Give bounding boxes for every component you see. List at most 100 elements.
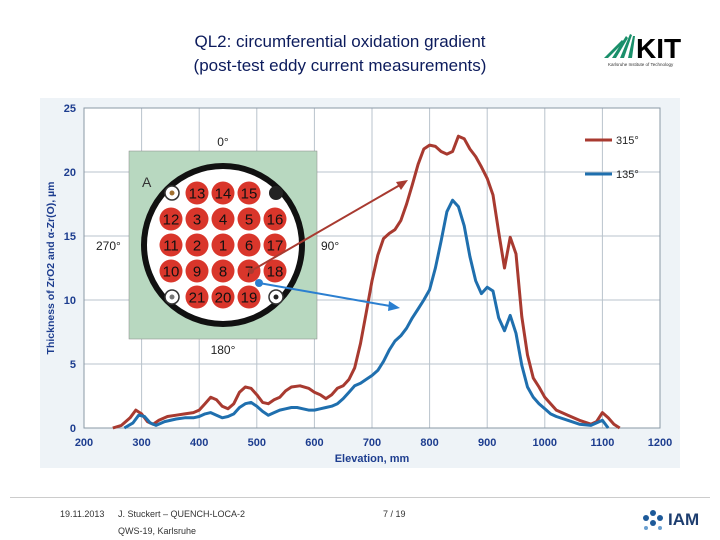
plot-border [83,107,661,429]
kit-logo-icon [604,34,635,58]
y-tick-label: 10 [64,295,76,307]
kit-logo-text: KIT [636,33,681,64]
title-line-1: QL2: circumferential oxidation gradient [194,32,486,51]
bundle-rod [185,233,209,257]
axes: 200 300 400 500 600 700 800 900 1000 1100 12000510… [64,103,672,449]
bundle-rod [237,285,261,309]
angle-label-bottom: 180° [211,343,236,357]
y-axis-label: Thickness of ZrO2 and α-Zr(O), µm [45,182,57,355]
angle-label-top: 0° [217,135,229,149]
bundle-rod-label: 15 [241,186,258,203]
angle-label-right: 90° [321,239,339,253]
x-tick-label: 400 [190,437,208,449]
bundle-rod [185,207,209,231]
y-tick-label: 5 [70,359,76,371]
bundle-rod [211,207,235,231]
arrow-315-head [396,180,408,190]
kit-logo-subtitle: Karlsruhe Institute of Technology [608,62,674,67]
x-tick-label: 1000 [533,437,557,449]
bundle-rod [159,207,183,231]
bundle-rod [211,285,235,309]
arrow-135-head [388,301,400,311]
bundle-rod-label: 11 [163,238,179,255]
x-tick-label: 200 [75,437,93,449]
bundle-rod [159,259,183,283]
bundle-rod [263,207,287,231]
x-tick-label: 500 [248,437,266,449]
bundle-rod [159,233,183,257]
bundle-rod-label: 16 [267,212,284,229]
kit-logo: KIT Karlsruhe Institute of Technology [604,33,681,67]
bundle-rod-label: 12 [163,212,180,229]
bundle-rod-label: 1 [219,238,227,255]
bundle-rod-label: 18 [267,264,284,281]
bundle-rod-label: 5 [245,212,253,229]
footer-author: J. Stuckert – QUENCH-LOCA-2 [118,509,246,519]
bundle-rod-label: 9 [193,264,201,281]
series-lines [112,134,621,430]
legend: 315° 135° [585,135,639,181]
bundle-rod-label: 17 [267,238,284,255]
footer-event: QWS-19, Karlsruhe [118,526,197,536]
bundle-rod-label: 3 [193,212,201,229]
series-line-2 [123,198,610,430]
bundle-rod [185,181,209,205]
x-tick-label: 1100 [590,437,614,449]
bundle-rod [211,233,235,257]
arrow-135 [258,282,391,307]
title-line-2: (post-test eddy current measurements) [193,56,487,75]
bundle-rod-label: 21 [189,290,206,307]
series-line-1 [112,134,621,430]
y-tick-label: 15 [64,231,76,243]
corner-rod-top-right [269,186,283,200]
bundle-rod [185,285,209,309]
oxidation-chart: 200 300 400 500 600 700 800 900 1000 1100 12000510… [45,103,672,465]
measurement-arrows [248,180,408,311]
iam-logo-text: IAM [668,510,699,529]
bundle-rod [263,259,287,283]
legend-label-1: 315° [616,135,639,147]
x-tick-label: 900 [478,437,496,449]
bundle-rod-label: 10 [163,264,180,281]
bundle-rods: 131415123451611216171098718212019 [159,181,287,309]
iam-logo-icon [643,510,663,530]
iam-logo: IAM [643,510,699,530]
x-tick-label: 300 [132,437,150,449]
bundle-rod [263,233,287,257]
angle-label-left: 270° [96,239,121,253]
bundle-rod-label: 19 [241,290,258,307]
arrow-315-origin [248,268,254,274]
x-tick-label: 600 [305,437,323,449]
arrow-315 [250,184,401,272]
y-tick-label: 25 [64,103,76,115]
x-tick-label: 800 [420,437,438,449]
x-tick-label: 1200 [648,437,672,449]
bundle-rod [237,233,261,257]
bundle-rod-label: 2 [193,238,201,255]
bundle-cross-section: A 131415123451611216171098718212019 0° 9… [96,135,339,357]
bundle-rod-label: 4 [219,212,227,229]
footer-divider [10,497,710,498]
arrow-135-origin [255,279,263,287]
bundle-rod [237,181,261,205]
slide-title: QL2: circumferential oxidation gradient … [120,30,560,78]
bundle-rod-label: 20 [215,290,232,307]
bundle-rod [211,259,235,283]
bundle-rod-label: 14 [215,186,232,203]
corner-rod-bottom-left-dot [169,294,175,300]
bundle-rod [237,207,261,231]
bundle-rod-label: 8 [219,264,227,281]
footer-date: 19.11.2013 [60,509,105,519]
bundle-rod [211,181,235,205]
y-tick-label: 20 [64,167,76,179]
corner-rod-bottom-right-dot [273,294,279,300]
bundle-rod-label: 13 [189,186,206,203]
legend-label-2: 135° [616,169,639,181]
corner-rod-top-left-dot [169,190,175,196]
footer-page: 7 / 19 [383,509,406,519]
x-axis-label: Elevation, mm [335,453,410,465]
y-tick-label: 0 [70,423,76,435]
x-tick-label: 700 [363,437,381,449]
bundle-rod-label: 6 [245,238,253,255]
bundle-corner-label: A [142,174,152,190]
